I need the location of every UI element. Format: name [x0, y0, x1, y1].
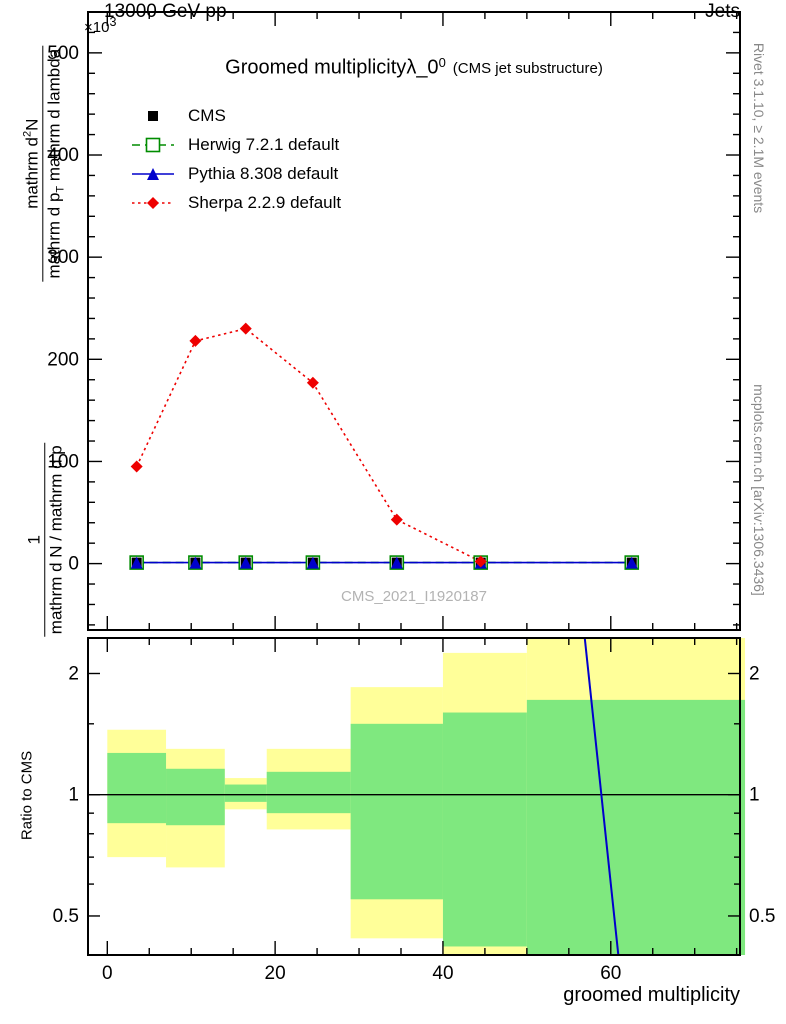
marker-triangle: [306, 556, 319, 569]
marker-diamond: [239, 322, 252, 335]
band-green: [350, 723, 443, 900]
ratio-axis-label: Ratio to CMS: [18, 750, 36, 841]
main-panel-content: [129, 322, 640, 570]
tick-label: 1: [68, 785, 79, 806]
tick-label: 300: [47, 247, 79, 268]
ylabel-text: mathrm d lambda: [44, 48, 64, 186]
marker-diamond: [390, 513, 403, 526]
ylabel-text: mathrm d p: [44, 192, 64, 279]
legend-label-herwig: Herwig 7.2.1 default: [188, 135, 340, 154]
axis-scale-exponent: ×103: [84, 15, 116, 36]
band-green: [166, 768, 225, 826]
ylabel-text: mathrm d: [22, 137, 42, 209]
tick-label: 0: [102, 963, 113, 984]
tick-label: 0.5: [53, 906, 79, 927]
scale-prefix: ×10: [84, 19, 110, 36]
marker-triangle: [239, 556, 252, 569]
sherpa-marker-icon: [132, 197, 174, 209]
y-axis-label-lower-denominator: mathrm d N / mathrm d p: [44, 442, 67, 638]
marker-diamond: [306, 376, 319, 389]
tick-label: 40: [432, 963, 453, 984]
main-frame: [87, 11, 741, 631]
rivet-version-label: Rivet 3.1.10, ≥ 2.1M events: [751, 42, 767, 214]
band-green: [224, 784, 267, 802]
tick-label: 200: [47, 349, 79, 370]
scale-exponent: 3: [109, 15, 117, 29]
legend-label-pythia: Pythia 8.308 default: [188, 164, 339, 183]
tick-label: 0.5: [749, 906, 775, 927]
legend-item-pythia: Pythia 8.308 default: [130, 164, 341, 184]
herwig-marker-icon: [132, 137, 174, 153]
tick-label: 1: [749, 785, 760, 806]
plot-subtitle: (CMS jet substructure): [452, 60, 603, 78]
marker-triangle: [130, 556, 143, 569]
band-green: [442, 712, 527, 947]
tick-label: 2: [68, 663, 79, 684]
marker-diamond: [189, 334, 202, 347]
ylabel-text: N: [22, 118, 42, 131]
marker-triangle: [189, 556, 202, 569]
legend: CMS Herwig 7.2.1 default Pythia 8.308 de…: [130, 106, 341, 222]
marker-diamond: [130, 460, 143, 473]
legend-item-herwig: Herwig 7.2.1 default: [130, 135, 341, 155]
plot-title: Groomed multiplicityλ_00 (CMS jet substru…: [88, 55, 740, 79]
axes-and-ticks: 0 20 40 60 0 100 200 300 400 500 0.5 0.5 1 1 2 2: [47, 11, 775, 984]
legend-item-sherpa: Sherpa 2.2.9 default: [130, 193, 341, 213]
plot-title-superscript: 0: [438, 55, 446, 70]
legend-item-cms: CMS: [130, 106, 341, 126]
y-axis-label-lower-fraction: 1 mathrm d N / mathrm d p: [23, 442, 67, 638]
tick-label: 400: [47, 145, 79, 166]
marker-triangle: [390, 556, 403, 569]
marker-diamond: [474, 555, 487, 568]
tick-label: 60: [600, 963, 621, 984]
y-axis-label-lower-numerator: 1: [24, 535, 44, 545]
pythia-ratio-line: [583, 637, 620, 956]
mcplots-reference-label: mcplots.cern.ch [arXiv:1306.3436]: [751, 384, 767, 596]
tick-label: 0: [68, 554, 79, 575]
series-line: [135, 327, 482, 563]
y-axis-label-upper-fraction: mathrm d2N mathrm d pT mathrm d lambda: [21, 44, 69, 284]
y-axis-label-upper-numerator: mathrm d2N: [21, 119, 42, 209]
beam-energy-label: 13000 GeV pp: [104, 1, 227, 22]
tick-label: 20: [265, 963, 286, 984]
tick-label: 500: [47, 43, 79, 64]
tick-label: 2: [749, 663, 760, 684]
ratio-frame: [87, 637, 741, 956]
analysis-type-label: Jets: [705, 1, 740, 22]
band-green: [266, 771, 351, 814]
ratio-uncertainty-bands: [107, 638, 746, 955]
cms-marker-icon: [148, 111, 158, 121]
legend-label-cms: CMS: [188, 106, 226, 125]
ratio-panel-content: [88, 637, 740, 956]
analysis-id-watermark: CMS_2021_I1920187: [341, 588, 487, 605]
band-green: [526, 699, 746, 955]
y-axis-label-upper-denominator: mathrm d pT mathrm d lambda: [42, 45, 69, 282]
x-axis-label: groomed multiplicity: [563, 984, 740, 1006]
ylabel-sup: 2: [21, 130, 34, 138]
legend-label-sherpa: Sherpa 2.2.9 default: [188, 193, 342, 212]
marker-triangle: [625, 556, 638, 569]
band-green: [107, 752, 167, 824]
plot-title-symbol: λ_0: [406, 56, 439, 79]
tick-label: 100: [47, 451, 79, 472]
ylabel-sub: T: [54, 185, 67, 193]
pythia-marker-icon: [132, 168, 174, 180]
plot-title-text: Groomed multiplicity: [225, 56, 407, 79]
